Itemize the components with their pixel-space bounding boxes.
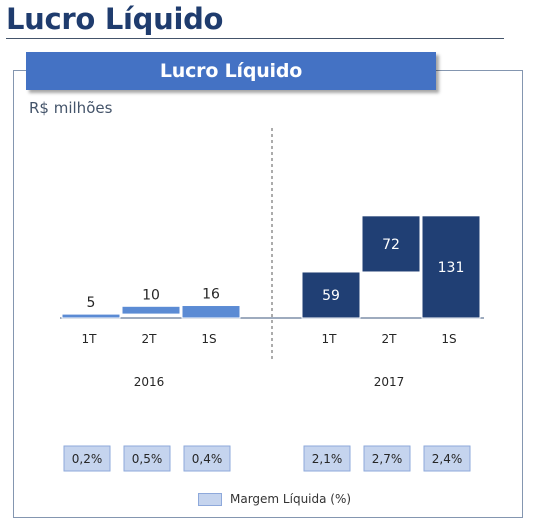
x-tick-label: 1T [82, 332, 98, 346]
bar-2017-2t [361, 215, 421, 273]
data-label: 72 [382, 237, 400, 253]
data-label: 16 [202, 287, 220, 303]
x-tick-label: 1S [441, 332, 456, 346]
margin-value: 0,4% [192, 452, 223, 466]
margin-box [63, 445, 111, 472]
chart-title-banner: Lucro Líquido [26, 52, 436, 90]
margin-value: 2,7% [372, 452, 403, 466]
unit-label: R$ milhões [29, 99, 113, 117]
data-label: 10 [142, 287, 160, 303]
margin-value: 2,1% [312, 452, 343, 466]
year-label: 2016 [134, 375, 165, 389]
bar-2017-1s [421, 215, 481, 319]
margin-box [123, 445, 171, 472]
margin-box [423, 445, 471, 472]
year-label: 2017 [374, 375, 405, 389]
x-tick-label: 1S [201, 332, 216, 346]
margin-value: 0,5% [132, 452, 163, 466]
margin-value: 0,2% [72, 452, 103, 466]
bar-2017-1t [301, 271, 361, 319]
margin-box [183, 445, 231, 472]
x-tick-label: 2T [382, 332, 398, 346]
legend: Margem Líquida (%) [198, 492, 351, 506]
margin-box [303, 445, 351, 472]
data-label: 5 [87, 295, 96, 311]
data-label: 59 [322, 288, 340, 304]
margin-box [363, 445, 411, 472]
title-divider [6, 38, 504, 39]
x-tick-label: 1T [322, 332, 338, 346]
margin-value: 2,4% [432, 452, 463, 466]
x-tick-label: 2T [142, 332, 158, 346]
legend-swatch [198, 492, 222, 506]
data-label: 131 [438, 260, 465, 276]
bar-2016-1s [181, 305, 241, 319]
bar-2016-2t [121, 305, 181, 315]
bar-2016-1t [61, 313, 121, 319]
legend-label: Margem Líquida (%) [230, 492, 352, 506]
page-title: Lucro Líquido [6, 2, 224, 36]
